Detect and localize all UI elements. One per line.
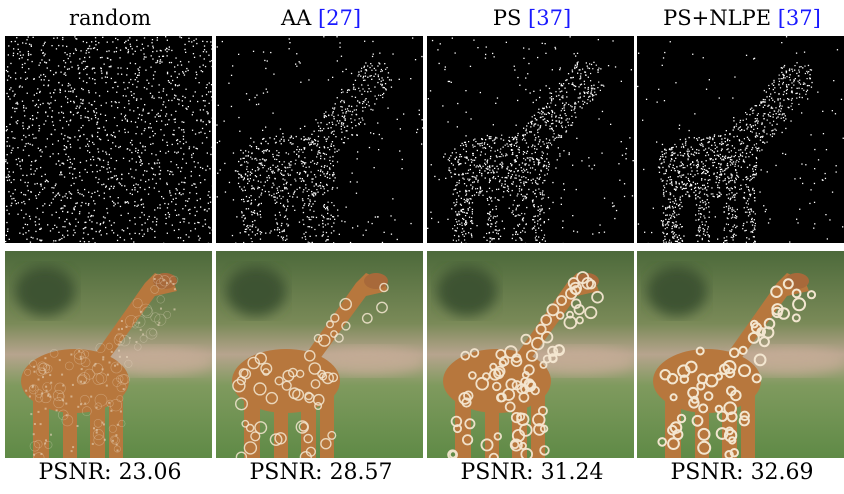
sampling-mask-random [5,36,212,243]
column-title-ps-nlpe: PS+NLPE [37] [663,6,821,30]
sampling-mask-ps [427,36,634,243]
psnr-caption-aa: PSNR: 28.57 [249,460,393,485]
psnr-value: 32.69 [750,460,814,485]
column-title-aa: AA [27] [280,6,362,30]
citation-link[interactable]: [37] [777,6,821,30]
psnr-value: 31.24 [540,460,604,485]
citation-link[interactable]: [37] [528,6,572,30]
psnr-caption-random: PSNR: 23.06 [38,460,182,485]
reconstruction-aa [216,251,423,458]
psnr-caption-ps: PSNR: 31.24 [460,460,604,485]
sampling-mask-ps-nlpe [637,36,844,243]
column-title-ps: PS [37] [492,6,572,30]
reconstruction-ps [427,251,634,458]
reconstruction-ps-nlpe [637,251,844,458]
column-title-random: random [68,6,152,30]
psnr-value: 23.06 [118,460,182,485]
psnr-caption-ps-nlpe: PSNR: 32.69 [670,460,814,485]
sampling-mask-aa [216,36,423,243]
psnr-value: 28.57 [329,460,393,485]
citation-link[interactable]: [27] [317,6,362,30]
reconstruction-random [5,251,212,458]
